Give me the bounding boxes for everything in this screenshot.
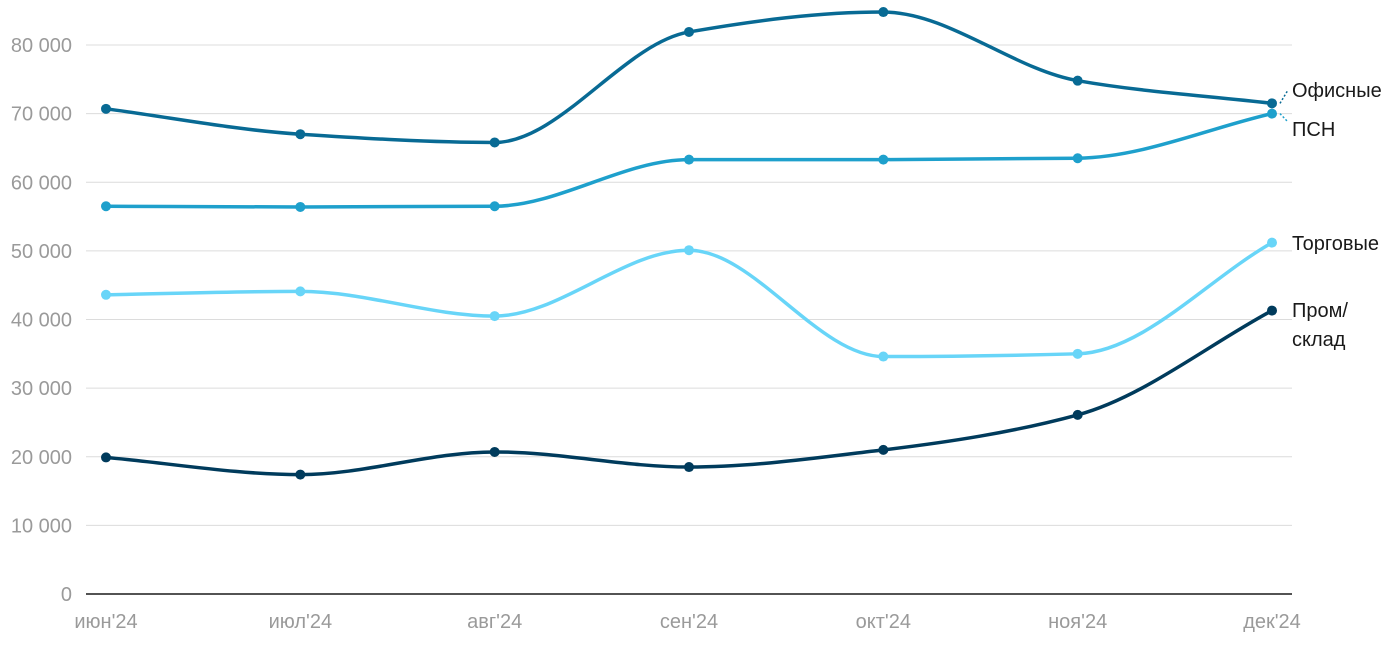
label-leader [1279,89,1289,104]
series-line [104,240,1274,359]
data-point [295,286,306,297]
data-point [1267,237,1277,248]
data-point [1072,153,1083,164]
data-point [878,154,889,165]
series-label: склад [1292,329,1346,351]
data-point [101,452,111,463]
x-tick-label: ноя'24 [1048,611,1107,633]
data-point [684,462,694,473]
y-tick-label: 40 000 [11,310,72,332]
data-point [684,26,694,37]
data-point [295,469,306,480]
y-tick-label: 30 000 [11,378,72,400]
series-label: ПСН [1292,119,1335,141]
gridlines [86,44,1292,526]
data-point [489,446,500,457]
y-axis: 0 10 000 20 000 30 000 40 000 50 000 60 000 70 … [11,35,1292,606]
y-tick-label: 20 000 [11,447,72,469]
data-point [684,245,694,256]
series-label: Офисные [1292,80,1382,102]
data-point [489,137,500,148]
series-line [104,308,1274,477]
x-axis: июн'24 июл'24 авг'24 сен'24 окт'24 ноя'24 дек'… [74,611,1300,633]
data-point [295,201,306,212]
data-point [101,289,111,300]
series-1 [101,108,1277,212]
x-tick-label: июл'24 [269,611,332,633]
series-labels: Офисные ПСН Торговые Пром/склад [1279,80,1382,351]
data-point [295,129,306,140]
y-tick-label: 50 000 [11,241,72,263]
data-point [1267,305,1277,316]
y-tick-label: 60 000 [11,172,72,194]
data-point [489,311,500,322]
x-tick-label: дек'24 [1243,611,1301,633]
x-tick-label: окт'24 [856,611,911,633]
data-point [101,201,111,212]
series-label: Торговые [1292,233,1379,255]
y-tick-label: 10 000 [11,515,72,537]
series-lines [101,7,1277,480]
series-3 [101,305,1277,480]
data-point [1072,348,1083,359]
data-point [878,351,889,362]
data-point [101,103,111,114]
data-point [489,201,500,212]
data-point [1072,75,1083,86]
data-point [1267,108,1277,119]
series-0 [101,7,1277,148]
data-point [878,7,889,18]
series-2 [101,237,1277,362]
y-tick-label: 0 [61,584,72,606]
data-point [1267,98,1277,109]
data-point [684,154,694,165]
label-leader [1279,113,1289,123]
x-tick-label: июн'24 [74,611,137,633]
x-tick-label: сен'24 [660,611,718,633]
data-point [878,444,889,455]
y-tick-label: 70 000 [11,104,72,126]
y-tick-label: 80 000 [11,35,72,57]
x-tick-label: авг'24 [467,611,522,633]
data-point [1072,409,1083,420]
series-label: Пром/ [1292,300,1348,322]
